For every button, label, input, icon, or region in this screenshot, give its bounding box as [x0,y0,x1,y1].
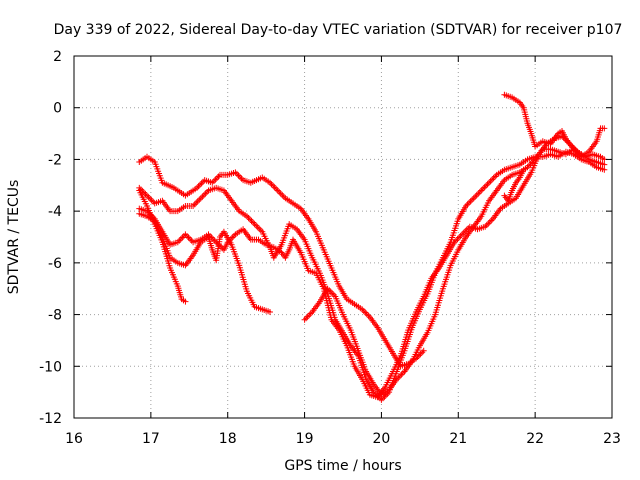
series-track-5 [136,187,189,305]
data-point [420,347,427,354]
y-tick-label: 0 [53,101,62,117]
x-tick-label: 23 [603,431,621,447]
y-tick-label: -12 [39,411,62,427]
y-tick-labels: -12 -10 -8 -6 -4 -2 0 2 [39,49,62,427]
plot-frame [73,55,613,419]
data-point [182,298,189,305]
x-tick-label: 18 [219,431,237,447]
series-line [138,190,186,303]
grid [74,56,612,418]
x-tick-label: 16 [65,431,83,447]
series-line [304,148,605,396]
series-layer [136,91,608,403]
data-point [601,161,608,168]
x-tick-label: 20 [373,431,391,447]
series-track-8 [501,166,527,204]
y-tick-label: -8 [48,308,62,324]
y-tick-label: -10 [39,359,62,375]
series-track-1 [136,153,427,370]
x-tick-label: 17 [142,431,160,447]
series-track-6 [301,146,608,398]
y-tick-label: 2 [53,49,62,65]
x-tick-label: 19 [296,431,314,447]
axis-ticks [73,55,613,419]
series-track-3 [136,133,608,401]
data-point [601,125,608,132]
y-tick-label: -2 [48,152,62,168]
y-tick-label: -6 [48,256,62,272]
y-tick-label: -4 [48,204,62,220]
data-point [601,166,608,173]
series-track-7 [501,91,608,160]
y-axis-title: SDTVAR / TECUs [6,180,22,295]
x-tick-label: 22 [526,431,544,447]
series-track-2 [136,148,608,403]
x-tick-labels: 16 17 18 19 20 21 22 23 [65,431,621,447]
x-axis-title: GPS time / hours [284,458,401,474]
series-line [138,151,605,401]
series-line [139,135,605,398]
x-tick-label: 21 [449,431,467,447]
chart-title: Day 339 of 2022, Sidereal Day-to-day VTE… [54,22,623,38]
data-point [266,308,273,315]
data-point [520,166,527,173]
